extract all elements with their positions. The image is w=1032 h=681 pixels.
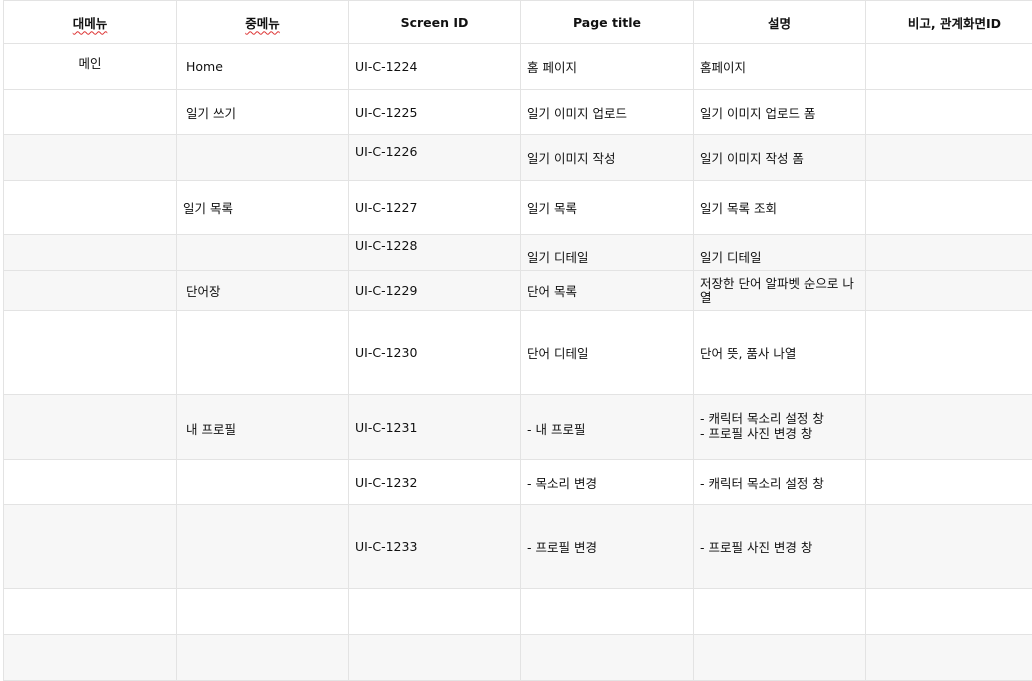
cell-id[interactable]: UI-C-1228 [349,235,521,271]
cell-id[interactable]: UI-C-1225 [349,90,521,135]
cell-id[interactable]: UI-C-1224 [349,44,521,90]
cell-sub[interactable]: 내 프로필 [177,395,349,460]
cell-empty[interactable] [521,589,694,635]
cell-main[interactable] [4,90,177,135]
cell-sub[interactable]: 일기 쓰기 [177,90,349,135]
cell-desc[interactable]: 단어 뜻, 품사 나열 [694,311,866,395]
cell-id[interactable]: UI-C-1233 [349,505,521,589]
cell-main[interactable] [4,460,177,505]
table-row: 내 프로필 UI-C-1231 - 내 프로필 - 캐릭터 목소리 설정 창 -… [4,395,1032,460]
cell-desc[interactable]: - 프로필 사진 변경 창 [694,505,866,589]
cell-title[interactable]: - 내 프로필 [521,395,694,460]
cell-empty[interactable] [4,635,177,681]
cell-main[interactable] [4,505,177,589]
header-row: 대메뉴 중메뉴 Screen ID Page title 설명 비고, 관계화면… [4,1,1032,44]
cell-sub[interactable]: 단어장 [177,271,349,311]
cell-desc[interactable]: 일기 이미지 작성 폼 [694,135,866,181]
cell-desc[interactable]: - 캐릭터 목소리 설정 창 - 프로필 사진 변경 창 [694,395,866,460]
table-row: 일기 쓰기 UI-C-1225 일기 이미지 업로드 일기 이미지 업로드 폼 [4,90,1032,135]
cell-desc[interactable]: 일기 목록 조회 [694,181,866,235]
cell-desc[interactable]: 홈페이지 [694,44,866,90]
table-row: UI-C-1230 단어 디테일 단어 뜻, 품사 나열 [4,311,1032,395]
cell-note[interactable] [866,505,1032,589]
header-page-title[interactable]: Page title [521,1,694,44]
cell-empty[interactable] [866,589,1032,635]
cell-title[interactable]: 일기 목록 [521,181,694,235]
cell-main[interactable] [4,395,177,460]
cell-sub[interactable] [177,135,349,181]
cell-empty[interactable] [866,635,1032,681]
cell-sub[interactable]: Home [177,44,349,90]
cell-desc[interactable]: 일기 디테일 [694,235,866,271]
list-item: - 프로필 사진 변경 창 [700,426,859,441]
header-sub-menu[interactable]: 중메뉴 [177,1,349,44]
header-screen-id[interactable]: Screen ID [349,1,521,44]
cell-title[interactable]: - 목소리 변경 [521,460,694,505]
cell-empty[interactable] [521,635,694,681]
cell-id[interactable]: UI-C-1229 [349,271,521,311]
cell-sub[interactable] [177,460,349,505]
cell-note[interactable] [866,181,1032,235]
cell-id[interactable]: UI-C-1232 [349,460,521,505]
cell-note[interactable] [866,90,1032,135]
cell-note[interactable] [866,311,1032,395]
cell-note[interactable] [866,235,1032,271]
table-row: 일기 목록 UI-C-1227 일기 목록 일기 목록 조회 [4,181,1032,235]
cell-title[interactable]: 일기 이미지 작성 [521,135,694,181]
table-row: UI-C-1226 일기 이미지 작성 일기 이미지 작성 폼 [4,135,1032,181]
table-row: UI-C-1232 - 목소리 변경 - 캐릭터 목소리 설정 창 [4,460,1032,505]
table-row: 단어장 UI-C-1229 단어 목록 저장한 단어 알파벳 순으로 나열 [4,271,1032,311]
cell-note[interactable] [866,395,1032,460]
cell-title[interactable]: 단어 목록 [521,271,694,311]
cell-id[interactable]: UI-C-1227 [349,181,521,235]
cell-id[interactable]: UI-C-1231 [349,395,521,460]
cell-title[interactable]: 단어 디테일 [521,311,694,395]
cell-empty[interactable] [177,635,349,681]
cell-id[interactable]: UI-C-1230 [349,311,521,395]
list-item: - 캐릭터 목소리 설정 창 [700,411,859,426]
cell-note[interactable] [866,44,1032,90]
cell-empty[interactable] [694,635,866,681]
cell-main[interactable] [4,135,177,181]
screen-list-table: 대메뉴 중메뉴 Screen ID Page title 설명 비고, 관계화면… [3,0,1032,681]
table-row: UI-C-1233 - 프로필 변경 - 프로필 사진 변경 창 [4,505,1032,589]
cell-main[interactable]: 메인 [4,44,177,90]
cell-title[interactable]: - 프로필 변경 [521,505,694,589]
cell-desc[interactable]: 저장한 단어 알파벳 순으로 나열 [694,271,866,311]
cell-title[interactable]: 홈 페이지 [521,44,694,90]
cell-empty[interactable] [349,635,521,681]
header-main-menu[interactable]: 대메뉴 [4,1,177,44]
cell-main[interactable] [4,181,177,235]
cell-sub[interactable] [177,505,349,589]
cell-desc[interactable]: 일기 이미지 업로드 폼 [694,90,866,135]
cell-main[interactable] [4,235,177,271]
table-row: 메인 Home UI-C-1224 홈 페이지 홈페이지 [4,44,1032,90]
header-description[interactable]: 설명 [694,1,866,44]
table-row: UI-C-1228 일기 디테일 일기 디테일 [4,235,1032,271]
description-list: - 캐릭터 목소리 설정 창 - 프로필 사진 변경 창 [700,411,859,441]
cell-main[interactable] [4,271,177,311]
cell-sub[interactable] [177,311,349,395]
cell-desc[interactable]: - 캐릭터 목소리 설정 창 [694,460,866,505]
table-row [4,635,1032,681]
cell-empty[interactable] [4,589,177,635]
header-note[interactable]: 비고, 관계화면ID [866,1,1032,44]
cell-main[interactable] [4,311,177,395]
cell-title[interactable]: 일기 이미지 업로드 [521,90,694,135]
cell-empty[interactable] [349,589,521,635]
cell-note[interactable] [866,460,1032,505]
cell-empty[interactable] [694,589,866,635]
cell-sub[interactable] [177,235,349,271]
cell-sub[interactable]: 일기 목록 [177,181,349,235]
cell-note[interactable] [866,271,1032,311]
cell-empty[interactable] [177,589,349,635]
table-row [4,589,1032,635]
cell-note[interactable] [866,135,1032,181]
cell-id[interactable]: UI-C-1226 [349,135,521,181]
cell-title[interactable]: 일기 디테일 [521,235,694,271]
